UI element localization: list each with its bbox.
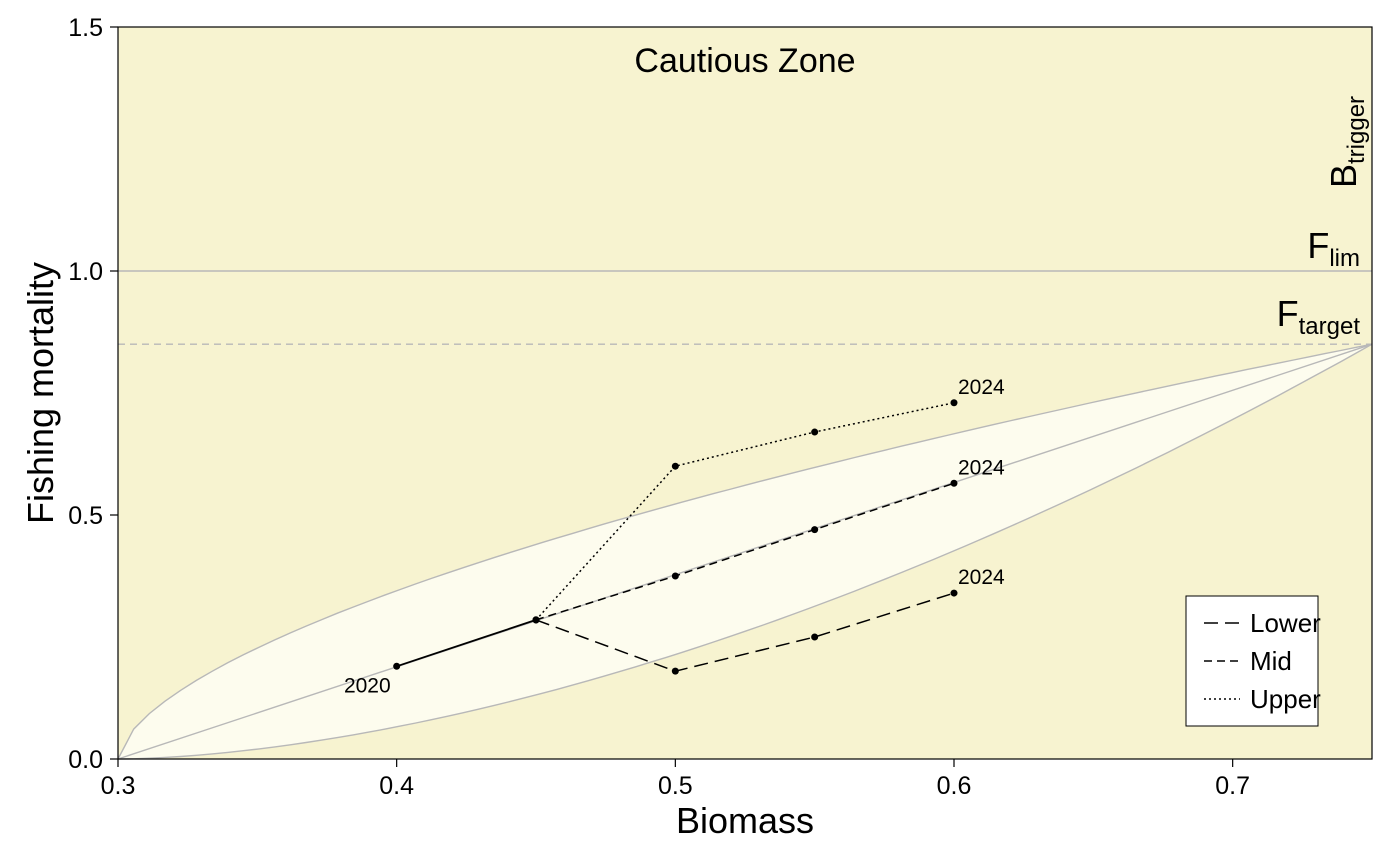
series-point-upper <box>532 616 540 624</box>
envelope-upper-curve <box>117 343 1373 760</box>
y-tick-label: 1.0 <box>68 258 103 286</box>
x-tick-label: 0.3 <box>101 772 136 800</box>
x-axis-title: Biomass <box>676 800 814 841</box>
envelope-midline <box>117 343 1373 760</box>
tick-layer: 0.3 0.4 0.5 0.6 0.7 0.0 0.5 1.0 1.5 <box>68 14 1250 800</box>
series-line-lower <box>535 592 955 672</box>
series-point-upper <box>811 428 819 436</box>
end-year-label-lower: 2024 <box>958 566 1005 589</box>
series-point-lower <box>811 633 819 641</box>
x-tick-label: 0.7 <box>1215 772 1250 800</box>
y-tick-label: 1.5 <box>68 14 103 42</box>
y-tick-label: 0.0 <box>68 746 103 774</box>
plot-frame <box>117 26 1373 760</box>
start-year-label: 2020 <box>344 674 391 697</box>
historical-line <box>396 619 537 668</box>
series-line-mid <box>535 482 955 621</box>
historical-point <box>393 662 401 670</box>
f-lim-label: Flim <box>1307 225 1360 272</box>
series-point-mid <box>811 526 819 534</box>
y-tick-label: 0.5 <box>68 502 103 530</box>
end-year-label-mid: 2024 <box>958 456 1005 479</box>
b-trigger-label: Btrigger <box>1323 96 1370 188</box>
series-point-lower <box>671 667 679 675</box>
series-point-mid <box>671 572 679 580</box>
legend-label-lower: Lower <box>1250 608 1321 638</box>
y-axis-title: Fishing mortality <box>20 262 61 524</box>
series-point-lower <box>950 589 958 597</box>
end-year-label-upper: 2024 <box>958 376 1005 399</box>
zone-label: Cautious Zone <box>634 42 855 80</box>
f-target-label: Ftarget <box>1277 293 1361 340</box>
legend-label-mid: Mid <box>1250 646 1292 676</box>
legend: Lower Mid Upper <box>1185 595 1321 727</box>
x-tick-label: 0.6 <box>937 772 972 800</box>
legend-label-upper: Upper <box>1250 684 1321 714</box>
series-layer: 2020 2024 2024 2024 <box>344 376 1005 698</box>
series-point-mid <box>950 479 958 487</box>
x-tick-label: 0.5 <box>658 772 693 800</box>
x-tick-label: 0.4 <box>379 772 414 800</box>
series-point-upper <box>950 399 958 407</box>
series-point-upper <box>671 462 679 470</box>
envelope-lower-curve <box>117 343 1373 760</box>
